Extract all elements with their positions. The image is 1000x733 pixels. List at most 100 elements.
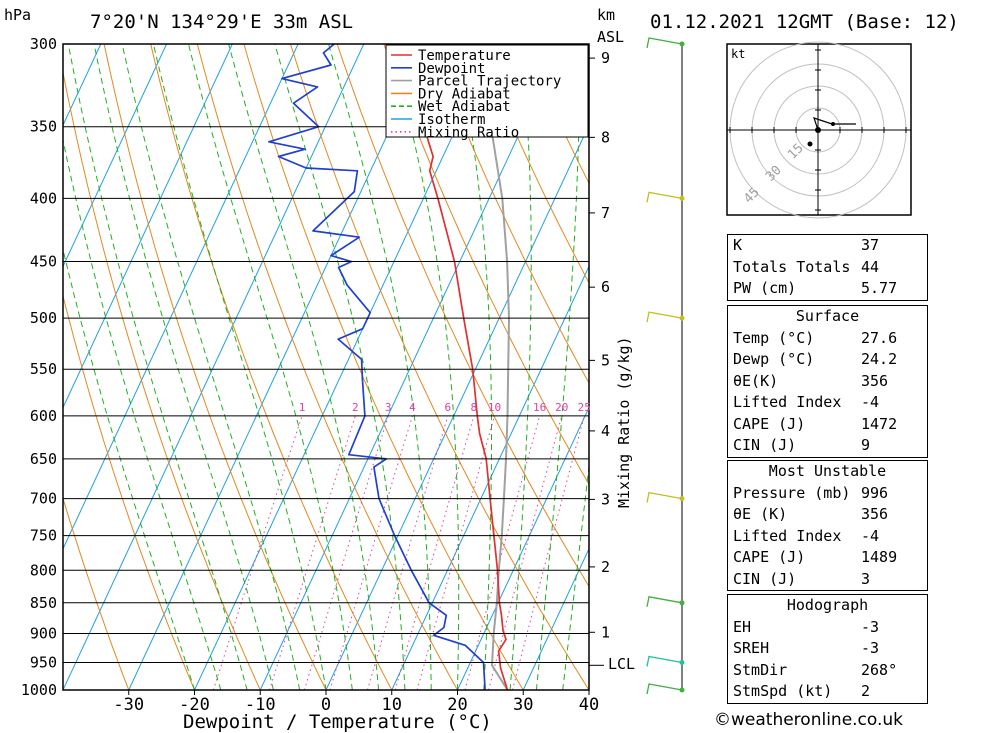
km-tick-label: 5 bbox=[601, 351, 610, 369]
hodograph: kt 15 30 45 bbox=[726, 41, 912, 219]
km-tick-label: 7 bbox=[601, 204, 610, 222]
wind-barb bbox=[646, 37, 683, 49]
dry-adiabat-line bbox=[476, 44, 589, 284]
wind-barb bbox=[646, 311, 683, 323]
pressure-tick-label: 750 bbox=[30, 527, 57, 545]
mixing-ratio-label: 20 bbox=[555, 401, 568, 414]
most-unstable-row: Pressure (mb) 996 bbox=[733, 483, 889, 502]
legend-label: Isotherm bbox=[418, 112, 485, 128]
indices-table: K 37 Totals Totals 44 PW (cm) 5.77 bbox=[727, 234, 928, 301]
isotherm-line bbox=[457, 406, 589, 690]
wet-adiabat-line bbox=[328, 44, 432, 690]
pressure-tick-label: 350 bbox=[30, 118, 57, 136]
temperature-tick-label: 0 bbox=[321, 695, 331, 715]
dry-adiabat-line bbox=[243, 44, 524, 690]
dry-adiabat-line bbox=[196, 44, 458, 690]
mixing-ratio-label: 2 bbox=[352, 401, 359, 414]
dry-adiabat-line bbox=[990, 44, 1000, 690]
pressure-tick-label: 950 bbox=[30, 653, 57, 671]
mixing-ratio-line bbox=[464, 415, 541, 690]
legend-label: Mixing Ratio bbox=[418, 125, 519, 141]
x-axis-title: Dewpoint / Temperature (°C) bbox=[183, 711, 492, 733]
wind-barb bbox=[646, 596, 683, 607]
most-unstable-title: Most Unstable bbox=[768, 462, 887, 480]
pressure-tick-label: 400 bbox=[30, 189, 57, 207]
index-row-pw: PW (cm) 5.77 bbox=[733, 279, 898, 297]
km-tick-label: 3 bbox=[601, 490, 610, 508]
pressure-tick-label: 550 bbox=[30, 360, 57, 378]
hodograph-trace bbox=[813, 117, 856, 131]
hodograph-table-title: Hodograph bbox=[786, 596, 869, 614]
mixing-ratio-label: 25 bbox=[578, 401, 591, 414]
most-unstable-row: Lifted Index -4 bbox=[733, 526, 880, 545]
pressure-tick-label: 650 bbox=[30, 450, 57, 468]
dry-adiabat-line bbox=[290, 44, 589, 690]
wind-barb bbox=[646, 655, 683, 667]
temperature-line bbox=[423, 126, 509, 690]
most-unstable-table: Most Unstable Pressure (mb) 996 θE (K) 356… bbox=[727, 460, 928, 591]
km-tick-label: 4 bbox=[601, 422, 610, 440]
index-row-totals: Totals Totals 44 bbox=[733, 257, 880, 276]
most-unstable-row: CIN (J) 3 bbox=[733, 569, 871, 588]
hpa-label: hPa bbox=[4, 6, 31, 24]
asl-label: ASL bbox=[597, 28, 624, 46]
pressure-tick-label: 600 bbox=[30, 407, 57, 425]
mixing-ratio-line bbox=[512, 415, 585, 690]
wet-adiabat-line bbox=[67, 44, 248, 690]
mixing-ratio-labels: 1 2 3 4 6 8 10 16 20 25 bbox=[299, 401, 591, 414]
hodograph-row: StmDir 268° bbox=[733, 660, 898, 679]
mixing-ratio-line bbox=[394, 415, 475, 690]
legend-label: Parcel Trajectory bbox=[418, 74, 561, 90]
pressure-lines bbox=[63, 43, 589, 691]
isotherm-line bbox=[325, 124, 589, 690]
isotherm-line bbox=[63, 44, 365, 690]
temperature-tick-label: 40 bbox=[579, 695, 599, 715]
wind-barb bbox=[646, 191, 683, 203]
datetime-title: 01.12.2021 12GMT (Base: 12) bbox=[650, 11, 959, 33]
legend-box bbox=[385, 44, 589, 138]
surface-row: CIN (J) 9 bbox=[733, 436, 871, 454]
index-row-k: K 37 bbox=[733, 236, 880, 254]
mixing-ratio-label: 3 bbox=[385, 401, 392, 414]
hodograph-surface-point bbox=[815, 127, 821, 133]
location-title: 7°20'N 134°29'E 33m ASL bbox=[90, 11, 353, 33]
hodograph-unit: kt bbox=[731, 47, 745, 61]
km-tick-label: 9 bbox=[601, 49, 610, 67]
most-unstable-row: θE (K) 356 bbox=[733, 505, 889, 523]
legend-label: Dewpoint bbox=[418, 61, 485, 77]
pressure-tick-label: 700 bbox=[30, 490, 57, 508]
temperature-tick-label: 10 bbox=[382, 695, 402, 715]
surface-table: Surface Temp (°C) 27.6 Dewp (°C) 24.2 θE(K… bbox=[727, 305, 928, 458]
mixing-ratio-label: 8 bbox=[471, 401, 478, 414]
legend-label: Wet Adiabat bbox=[418, 99, 511, 115]
most-unstable-row: CAPE (J) 1489 bbox=[733, 548, 898, 566]
wind-barb-column bbox=[646, 37, 685, 695]
copyright-footer[interactable]: ©weatheronline.co.uk bbox=[714, 710, 904, 730]
isotherm-line bbox=[259, 44, 562, 690]
pressure-tick-label: 500 bbox=[30, 309, 57, 327]
mixing-ratio-label: 6 bbox=[445, 401, 452, 414]
surface-row: CAPE (J) 1472 bbox=[733, 414, 898, 433]
mixing-ratio-axis-title: Mixing Ratio (g/kg) bbox=[615, 336, 633, 508]
temperature-tick-label: 20 bbox=[447, 695, 467, 715]
surface-row: Temp (°C) 27.6 bbox=[733, 328, 898, 347]
pressure-tick-label: 300 bbox=[30, 35, 57, 53]
wet-adiabat-line bbox=[509, 44, 532, 690]
temperature-tick-label: 30 bbox=[513, 695, 533, 715]
mixing-ratio-line bbox=[269, 415, 356, 690]
hodograph-storm-motion bbox=[807, 141, 813, 147]
mixing-ratio-label: 4 bbox=[409, 401, 416, 414]
hodograph-row: StmSpd (kt) 2 bbox=[733, 682, 871, 700]
dry-adiabat-line bbox=[63, 496, 130, 690]
wind-barb bbox=[646, 491, 683, 503]
axis-labels: 3003504004505005506006507007508008509009… bbox=[21, 35, 599, 715]
legend-label: Temperature bbox=[418, 48, 511, 64]
mixing-ratio-line bbox=[416, 415, 495, 690]
km-label: km bbox=[597, 6, 615, 24]
isotherm-line bbox=[391, 265, 589, 690]
surface-row: Dewp (°C) 24.2 bbox=[733, 350, 898, 368]
hodograph-point bbox=[831, 122, 835, 126]
